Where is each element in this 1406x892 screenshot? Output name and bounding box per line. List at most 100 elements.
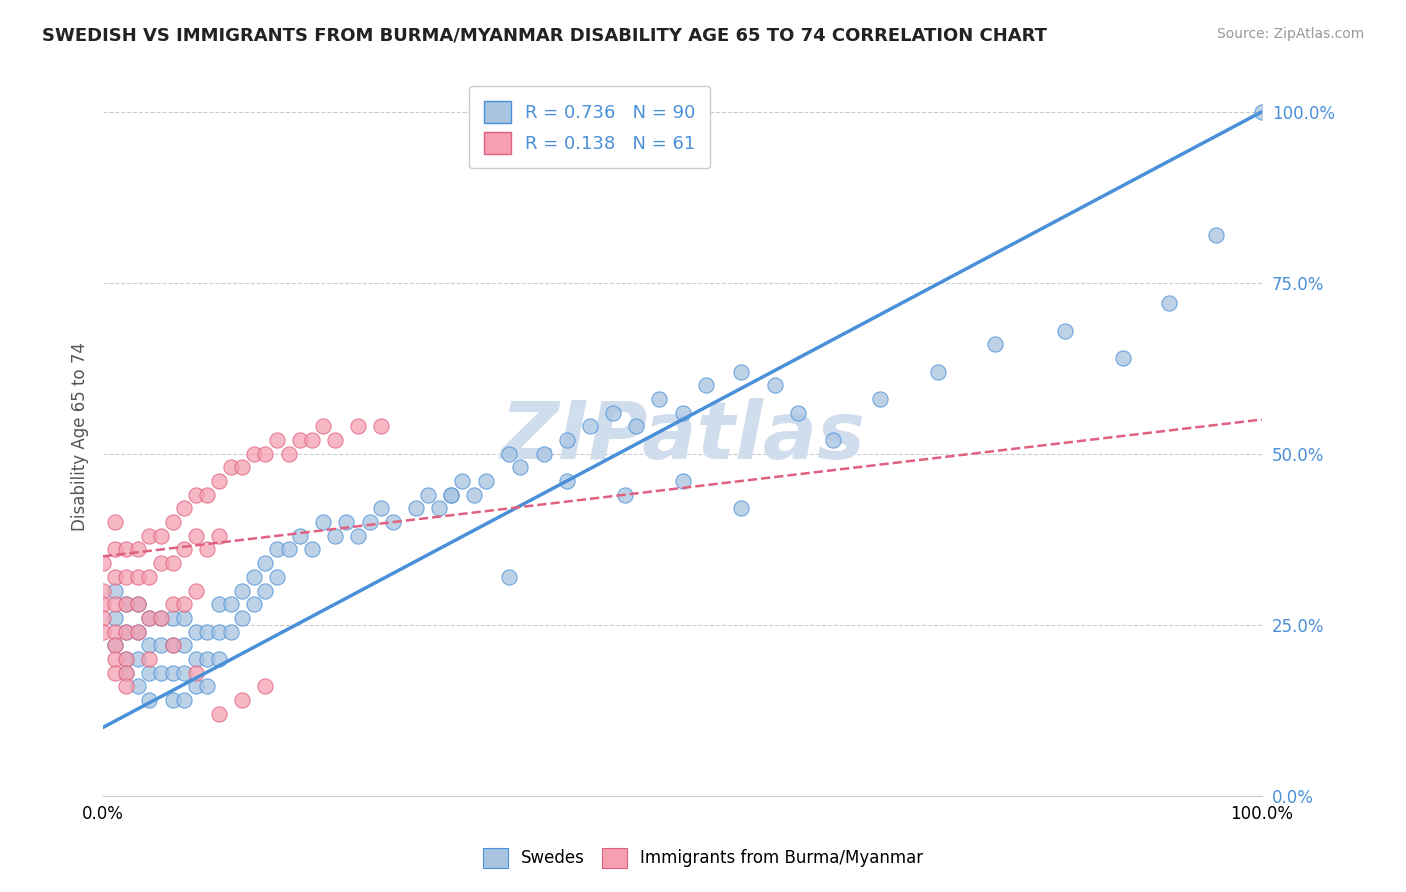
Text: SWEDISH VS IMMIGRANTS FROM BURMA/MYANMAR DISABILITY AGE 65 TO 74 CORRELATION CHA: SWEDISH VS IMMIGRANTS FROM BURMA/MYANMAR… [42,27,1047,45]
Point [115,652,138,666]
Point [208,706,231,721]
Point [138,652,160,666]
Point [173,501,195,516]
Point [416,488,439,502]
Point [208,529,231,543]
Point [150,638,173,652]
Point [231,583,253,598]
Point [104,638,127,652]
Point [208,597,231,611]
Point [115,624,138,639]
Point [231,611,253,625]
Point [602,406,624,420]
Point [162,556,184,570]
Point [127,624,149,639]
Point [288,433,311,447]
Point [763,378,786,392]
Point [347,529,370,543]
Point [104,570,127,584]
Point [91,597,114,611]
Point [115,665,138,680]
Point [323,433,346,447]
Point [162,665,184,680]
Point [243,597,266,611]
Point [184,624,207,639]
Point [184,665,207,680]
Point [254,583,277,598]
Point [1112,351,1135,365]
Point [115,597,138,611]
Point [208,652,231,666]
Legend: R = 0.736   N = 90, R = 0.138   N = 61: R = 0.736 N = 90, R = 0.138 N = 61 [470,87,710,169]
Point [162,515,184,529]
Point [138,529,160,543]
Point [162,693,184,707]
Point [173,611,195,625]
Point [1159,296,1181,310]
Point [323,529,346,543]
Point [173,542,195,557]
Point [927,365,949,379]
Point [127,542,149,557]
Point [138,611,160,625]
Point [197,542,219,557]
Point [266,433,288,447]
Text: Source: ZipAtlas.com: Source: ZipAtlas.com [1216,27,1364,41]
Point [127,652,149,666]
Point [533,447,555,461]
Point [184,488,207,502]
Point [1205,227,1227,242]
Point [104,515,127,529]
Point [312,419,335,434]
Point [381,515,404,529]
Point [231,693,253,707]
Point [266,570,288,584]
Point [127,570,149,584]
Point [115,542,138,557]
Point [115,624,138,639]
Point [359,515,381,529]
Point [104,665,127,680]
Point [984,337,1007,351]
Point [254,556,277,570]
Point [150,665,173,680]
Point [138,693,160,707]
Point [231,460,253,475]
Point [150,611,173,625]
Point [1251,104,1274,119]
Point [787,406,810,420]
Point [208,624,231,639]
Point [197,679,219,693]
Point [127,597,149,611]
Point [184,583,207,598]
Point [219,624,242,639]
Point [91,556,114,570]
Point [197,488,219,502]
Point [104,611,127,625]
Point [162,638,184,652]
Point [671,474,693,488]
Point [243,447,266,461]
Point [347,419,370,434]
Point [219,460,242,475]
Point [288,529,311,543]
Point [91,583,114,598]
Point [440,488,463,502]
Point [823,433,845,447]
Text: ZIPatlas: ZIPatlas [501,398,865,475]
Point [197,624,219,639]
Point [127,597,149,611]
Point [138,665,160,680]
Point [115,679,138,693]
Point [115,665,138,680]
Point [440,488,463,502]
Point [509,460,531,475]
Point [626,419,648,434]
Point [254,447,277,461]
Point [613,488,636,502]
Point [115,597,138,611]
Point [555,433,578,447]
Legend: Swedes, Immigrants from Burma/Myanmar: Swedes, Immigrants from Burma/Myanmar [477,841,929,875]
Point [730,365,752,379]
Point [498,447,520,461]
